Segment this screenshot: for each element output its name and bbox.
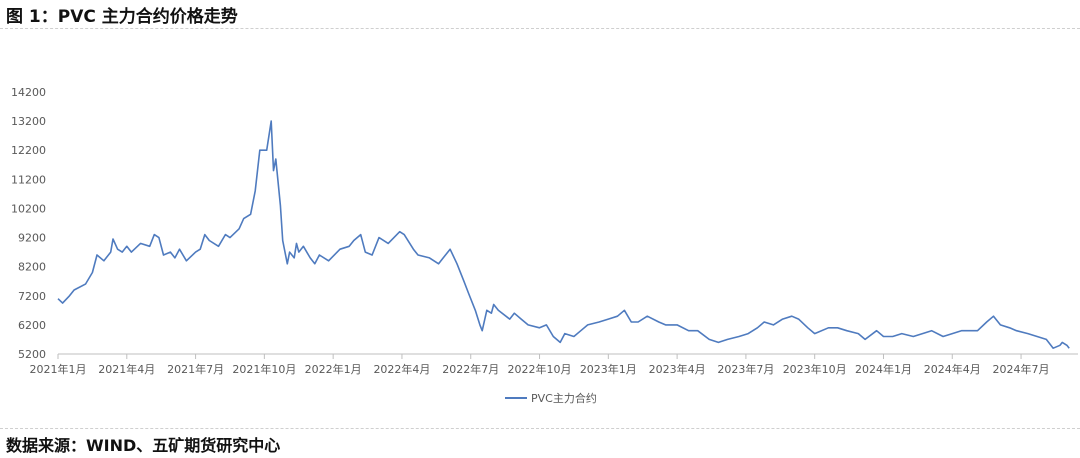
x-tick-label: 2022年1月 [305, 362, 362, 376]
x-tick-label: 2023年7月 [717, 362, 774, 376]
x-tick-label: 2023年4月 [649, 362, 706, 376]
x-tick-label: 2022年10月 [508, 362, 572, 376]
x-tick-label: 2022年7月 [442, 362, 499, 376]
x-tick-label: 2022年4月 [373, 362, 430, 376]
footer-divider [0, 428, 1080, 429]
y-tick-label: 13200 [11, 115, 46, 128]
series-line [57, 120, 1070, 350]
y-tick-label: 9200 [18, 232, 46, 245]
y-tick-label: 8200 [18, 261, 46, 274]
y-tick-label: 5200 [18, 348, 46, 361]
x-tick-label: 2024年1月 [855, 362, 912, 376]
source-note: 数据来源：WIND、五矿期货研究中心 [6, 436, 281, 455]
y-tick-label: 6200 [18, 319, 46, 332]
x-tick-label: 2023年1月 [580, 362, 637, 376]
x-tick-label: 2021年4月 [98, 362, 155, 376]
y-tick-label: 11200 [11, 173, 46, 186]
title-divider [0, 28, 1080, 29]
x-tick-label: 2024年4月 [924, 362, 981, 376]
figure-title: 图 1：PVC 主力合约价格走势 [6, 7, 238, 27]
x-tick-label: 2024年7月 [993, 362, 1050, 376]
legend-label: PVC主力合约 [531, 391, 597, 405]
x-tick-label: 2021年1月 [30, 362, 87, 376]
y-tick-label: 12200 [11, 144, 46, 157]
x-tick-label: 2021年10月 [232, 362, 296, 376]
x-tick-label: 2023年10月 [783, 362, 847, 376]
y-tick-label: 14200 [11, 86, 46, 99]
y-tick-label: 10200 [11, 202, 46, 215]
y-tick-label: 7200 [18, 290, 46, 303]
x-tick-label: 2021年7月 [167, 362, 224, 376]
